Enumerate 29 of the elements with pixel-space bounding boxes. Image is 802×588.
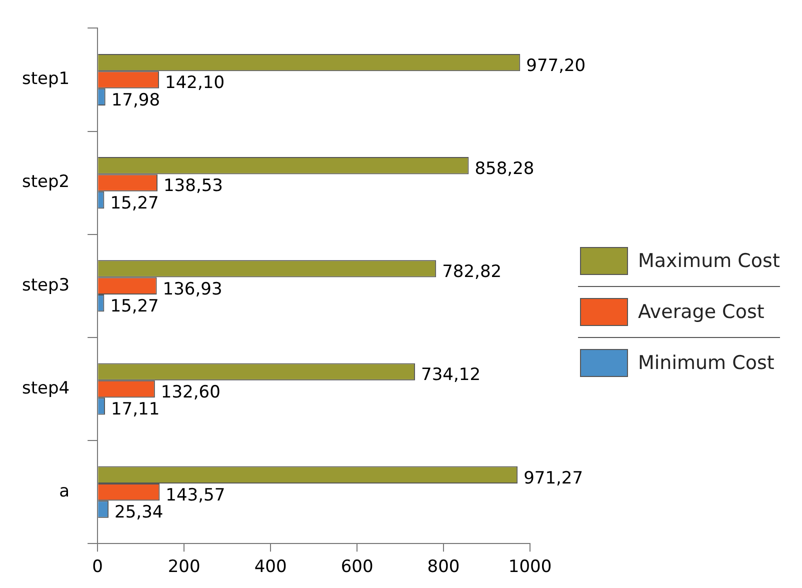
y-tick-label: step4 (22, 378, 70, 398)
data-label: 734,12 (421, 365, 481, 386)
y-tick-label: step3 (22, 275, 70, 296)
data-label: 858,28 (474, 159, 534, 180)
data-label: 136,93 (162, 279, 222, 300)
y-tick-label: step2 (22, 172, 70, 192)
x-tick-label: 1000 (508, 557, 552, 578)
legend-label: Maximum Cost (638, 250, 780, 272)
y-tick-label: a (59, 481, 70, 502)
data-label: 142,10 (165, 73, 225, 94)
data-label: 138,53 (163, 176, 223, 196)
data-label: 971,27 (524, 468, 584, 488)
data-label: 132,60 (160, 382, 220, 402)
data-label: 782,82 (442, 262, 502, 282)
data-label: 17,98 (111, 90, 160, 110)
data-label: 143,57 (166, 485, 226, 506)
legend-label: Minimum Cost (638, 352, 774, 374)
x-tick-label: 400 (254, 557, 287, 578)
x-tick-label: 0 (92, 557, 103, 578)
data-label: 25,34 (114, 502, 164, 523)
x-tick-label: 800 (427, 557, 460, 578)
data-label: 977,20 (526, 56, 586, 76)
data-label: 15,27 (110, 296, 159, 316)
legend-label: Average Cost (638, 301, 764, 323)
x-tick-label: 200 (168, 557, 200, 578)
data-label: 17,11 (110, 400, 160, 420)
x-tick-label: 600 (340, 557, 374, 578)
y-tick-label: step1 (22, 69, 70, 90)
data-label: 15,27 (110, 193, 159, 214)
